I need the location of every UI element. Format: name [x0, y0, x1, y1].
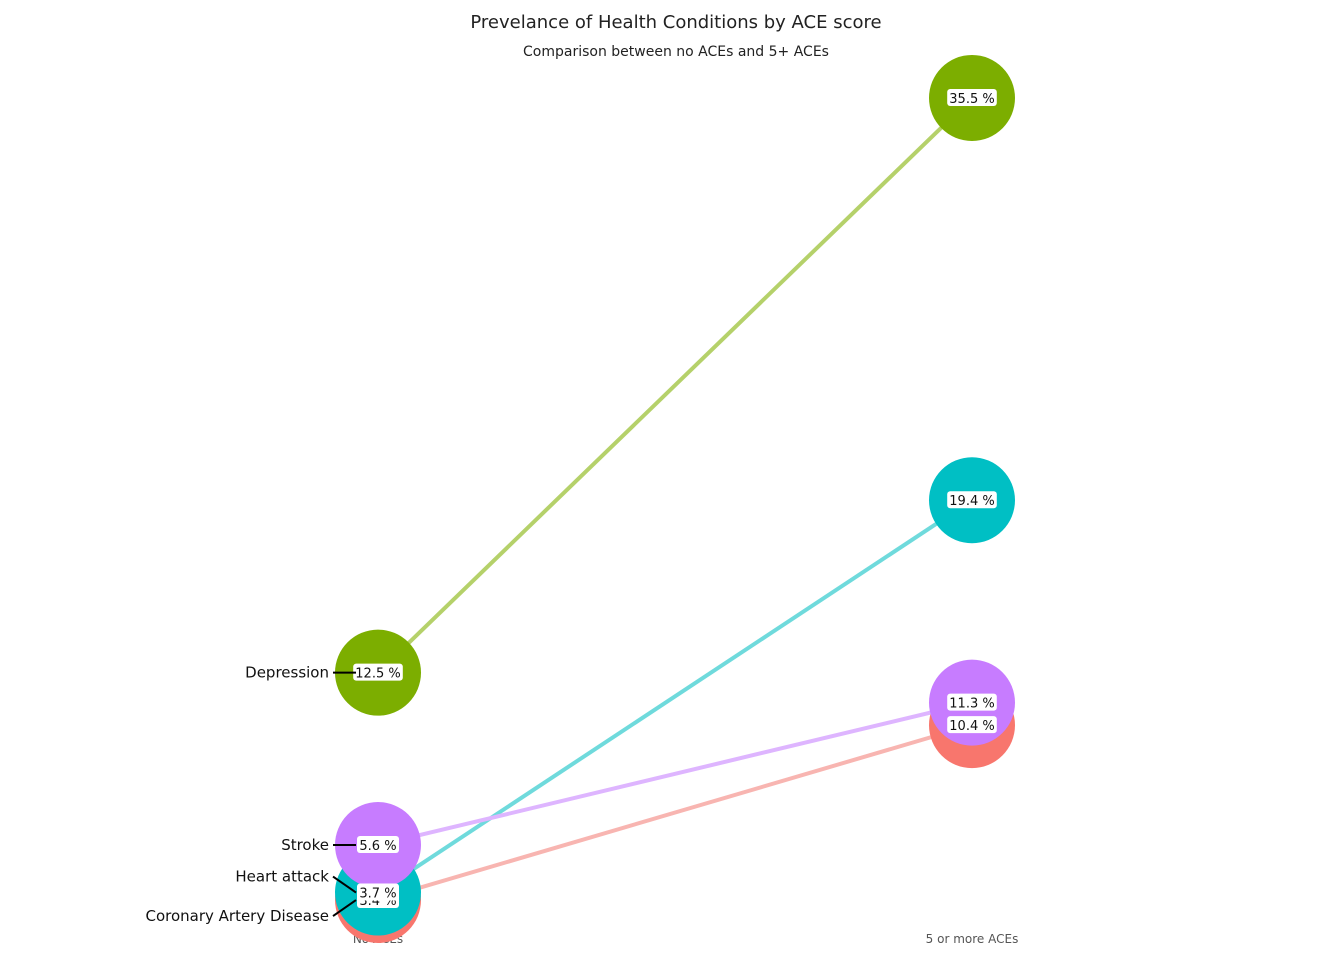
value-label-box	[947, 88, 997, 106]
series-name-label-heart-attack: Heart attack	[235, 868, 357, 894]
series-name-text: Coronary Artery Disease	[145, 907, 329, 925]
value-label-text: 11.3 %	[949, 697, 994, 712]
value-label-text: 5.6 %	[359, 839, 396, 854]
chart-title: Prevelance of Health Conditions by ACE s…	[470, 12, 881, 33]
value-label-text: 12.5 %	[355, 667, 400, 682]
chart-subtitle: Comparison between no ACEs and 5+ ACEs	[523, 44, 829, 60]
value-label-coronary-artery-disease-1: 10.4 %	[947, 716, 997, 734]
value-label-box	[357, 883, 399, 901]
value-label-text: 3.7 %	[359, 887, 396, 902]
x-tick-label-5-or-more-aces: 5 or more ACEs	[926, 932, 1019, 946]
series-name-text: Stroke	[281, 836, 329, 854]
series-line-heart-attack	[376, 498, 974, 895]
series-name-text: Heart attack	[235, 868, 329, 886]
value-label-stroke-0: 5.6 %	[357, 836, 399, 854]
points-layer	[335, 54, 1015, 944]
value-label-depression-1: 35.5 %	[947, 88, 997, 107]
value-label-box	[357, 836, 399, 854]
value-label-box	[947, 716, 997, 734]
value-label-text: 19.4 %	[949, 494, 994, 509]
series-name-label-stroke: Stroke	[281, 836, 356, 854]
series-name-text: Depression	[245, 664, 329, 682]
leader-line	[332, 899, 357, 917]
series-name-label-coronary-artery-disease: Coronary Artery Disease	[145, 899, 357, 925]
value-label-depression-0: 12.5 %	[353, 663, 403, 682]
value-label-box	[947, 491, 997, 509]
lines-layer	[376, 96, 974, 902]
value-label-stroke-1: 11.3 %	[947, 693, 997, 712]
value-label-box	[947, 693, 997, 711]
series-line-depression	[376, 96, 974, 675]
leader-line	[332, 875, 357, 894]
series-line-stroke	[377, 700, 973, 847]
value-label-text: 35.5 %	[949, 92, 994, 107]
value-label-text: 10.4 %	[949, 719, 994, 734]
series-name-label-depression: Depression	[245, 664, 356, 682]
value-label-box	[353, 663, 403, 681]
labels-layer: 3.4 %10.4 %3.7 %19.4 %12.5 %35.5 %5.6 %1…	[145, 88, 997, 925]
value-label-heart-attack-0: 3.7 %	[357, 883, 399, 902]
series-line-coronary-artery-disease	[377, 723, 973, 902]
value-label-heart-attack-1: 19.4 %	[947, 491, 997, 509]
